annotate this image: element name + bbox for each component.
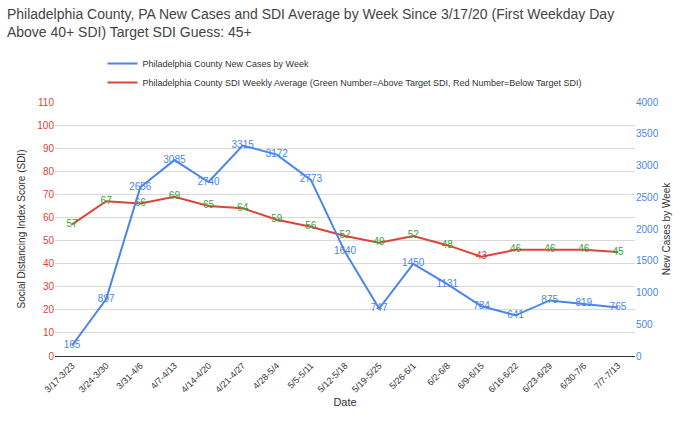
svg-text:46: 46 bbox=[578, 243, 590, 254]
svg-text:50: 50 bbox=[43, 235, 55, 246]
svg-text:7/7-7/13: 7/7-7/13 bbox=[592, 361, 622, 391]
svg-text:20: 20 bbox=[43, 304, 55, 315]
svg-text:69: 69 bbox=[169, 190, 181, 201]
svg-text:2000: 2000 bbox=[636, 224, 659, 235]
svg-text:5/19-5/25: 5/19-5/25 bbox=[350, 361, 384, 395]
svg-text:40: 40 bbox=[43, 258, 55, 269]
svg-text:875: 875 bbox=[541, 294, 558, 305]
svg-text:0: 0 bbox=[636, 351, 642, 362]
svg-text:43: 43 bbox=[476, 250, 488, 261]
svg-text:3172: 3172 bbox=[266, 148, 289, 159]
svg-text:4/7-4/13: 4/7-4/13 bbox=[149, 361, 179, 391]
svg-text:819: 819 bbox=[575, 297, 592, 308]
svg-text:Philadelphia County, PA New Ca: Philadelphia County, PA New Cases and SD… bbox=[7, 6, 614, 40]
svg-text:897: 897 bbox=[98, 293, 115, 304]
svg-text:49: 49 bbox=[374, 236, 386, 247]
svg-text:4/21-4/27: 4/21-4/27 bbox=[213, 361, 247, 395]
svg-text:641: 641 bbox=[507, 309, 524, 320]
svg-text:2773: 2773 bbox=[300, 173, 323, 184]
svg-text:6/16-6/22: 6/16-6/22 bbox=[486, 361, 520, 395]
svg-text:30: 30 bbox=[43, 281, 55, 292]
svg-text:Philadelphia County SDI Weekly: Philadelphia County SDI Weekly Average (… bbox=[143, 78, 582, 88]
svg-text:1450: 1450 bbox=[402, 257, 425, 268]
svg-text:10: 10 bbox=[43, 327, 55, 338]
svg-text:500: 500 bbox=[636, 319, 653, 330]
svg-text:2740: 2740 bbox=[197, 176, 220, 187]
svg-text:3000: 3000 bbox=[636, 160, 659, 171]
svg-text:4/14-4/20: 4/14-4/20 bbox=[179, 361, 213, 395]
svg-text:765: 765 bbox=[610, 301, 627, 312]
svg-text:48: 48 bbox=[442, 239, 454, 250]
svg-text:1640: 1640 bbox=[334, 245, 357, 256]
svg-text:65: 65 bbox=[203, 199, 215, 210]
svg-text:6/9-6/15: 6/9-6/15 bbox=[456, 361, 486, 391]
svg-text:747: 747 bbox=[371, 302, 388, 313]
svg-text:5/12-5/18: 5/12-5/18 bbox=[316, 361, 350, 395]
svg-text:5/26-6/1: 5/26-6/1 bbox=[387, 361, 417, 391]
svg-text:52: 52 bbox=[408, 229, 420, 240]
svg-text:70: 70 bbox=[43, 189, 55, 200]
svg-text:64: 64 bbox=[237, 202, 249, 213]
svg-text:5/5-5/11: 5/5-5/11 bbox=[286, 361, 316, 391]
svg-text:3/31-4/6: 3/31-4/6 bbox=[114, 361, 144, 391]
svg-text:110: 110 bbox=[38, 97, 54, 108]
svg-text:56: 56 bbox=[305, 220, 317, 231]
svg-text:2500: 2500 bbox=[636, 192, 659, 203]
svg-text:165: 165 bbox=[64, 339, 81, 350]
svg-text:1500: 1500 bbox=[636, 255, 659, 266]
svg-text:52: 52 bbox=[339, 229, 351, 240]
svg-text:4/28-5/4: 4/28-5/4 bbox=[251, 361, 281, 391]
svg-text:3/17-3/23: 3/17-3/23 bbox=[43, 361, 77, 395]
svg-text:66: 66 bbox=[135, 197, 147, 208]
svg-text:100: 100 bbox=[37, 120, 54, 131]
svg-text:6/2-6/8: 6/2-6/8 bbox=[425, 361, 452, 388]
svg-text:3085: 3085 bbox=[163, 154, 186, 165]
svg-text:59: 59 bbox=[271, 213, 283, 224]
svg-text:67: 67 bbox=[101, 195, 113, 206]
svg-text:Philadelphia County New Cases: Philadelphia County New Cases by Week bbox=[143, 59, 309, 69]
svg-text:6/30-7/6: 6/30-7/6 bbox=[558, 361, 588, 391]
svg-text:1000: 1000 bbox=[636, 287, 659, 298]
svg-text:Date: Date bbox=[333, 396, 356, 408]
svg-text:3500: 3500 bbox=[636, 128, 659, 139]
svg-text:45: 45 bbox=[612, 246, 624, 257]
svg-text:46: 46 bbox=[544, 243, 556, 254]
svg-text:Social Distancing Index Score: Social Distancing Index Score (SDI) bbox=[16, 150, 27, 309]
svg-text:2656: 2656 bbox=[129, 181, 152, 192]
svg-text:46: 46 bbox=[510, 243, 522, 254]
svg-text:4000: 4000 bbox=[636, 97, 659, 108]
svg-text:60: 60 bbox=[43, 212, 55, 223]
svg-text:6/23-6/29: 6/23-6/29 bbox=[520, 361, 554, 395]
svg-text:1131: 1131 bbox=[437, 278, 459, 289]
svg-text:3315: 3315 bbox=[232, 139, 255, 150]
svg-text:3/24-3/30: 3/24-3/30 bbox=[77, 361, 111, 395]
svg-text:80: 80 bbox=[43, 166, 55, 177]
svg-text:90: 90 bbox=[43, 143, 55, 154]
svg-text:784: 784 bbox=[473, 300, 490, 311]
svg-text:New Cases by Week: New Cases by Week bbox=[661, 182, 672, 276]
svg-text:0: 0 bbox=[48, 351, 54, 362]
svg-text:57: 57 bbox=[66, 218, 78, 229]
